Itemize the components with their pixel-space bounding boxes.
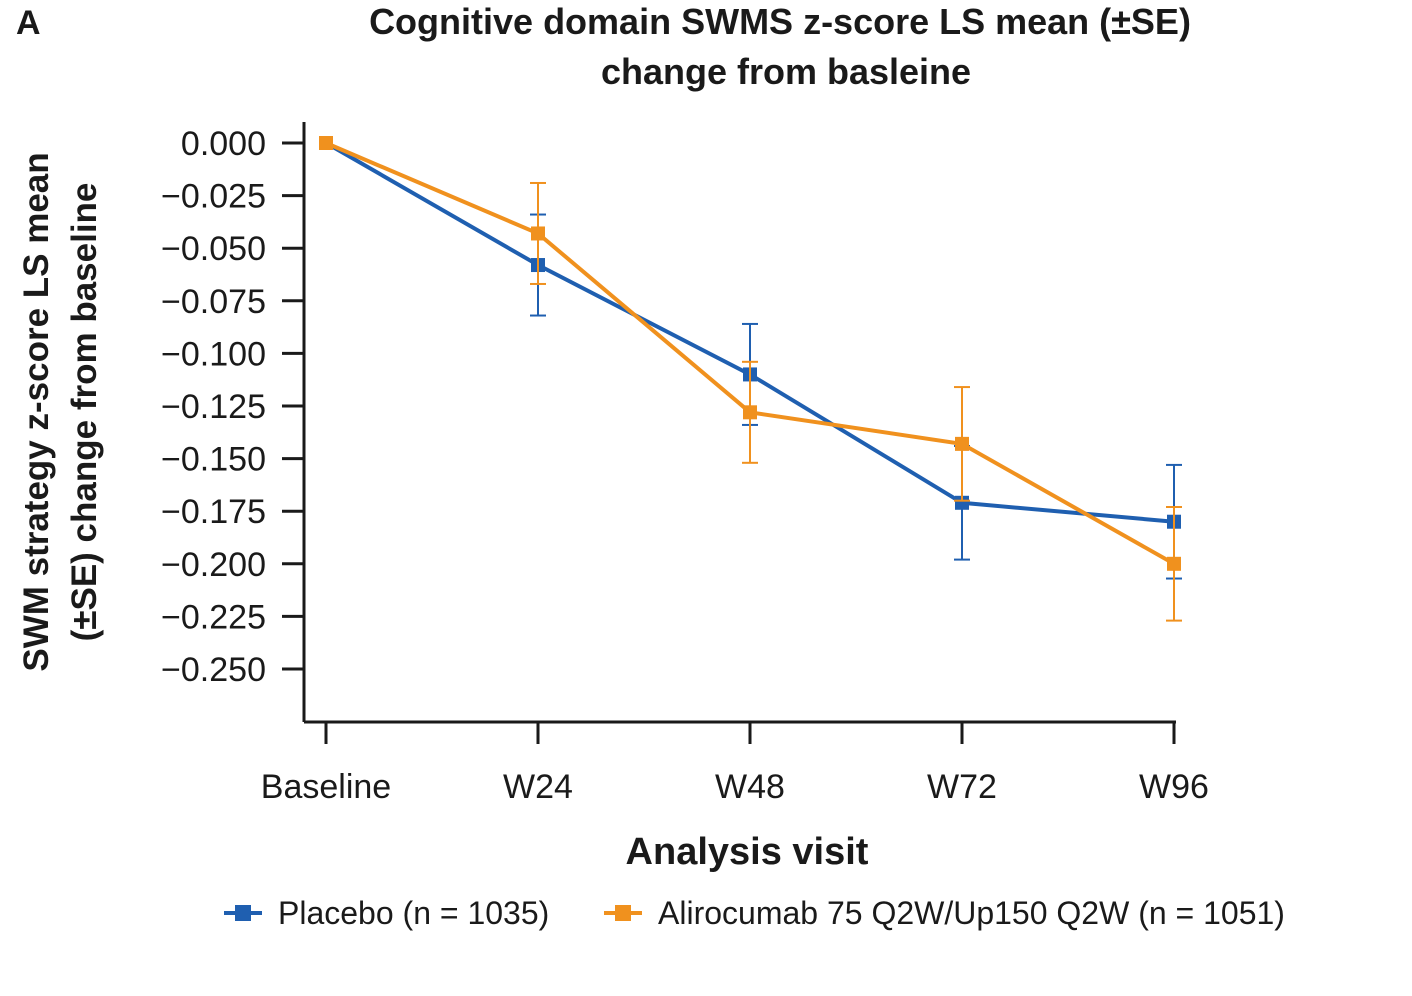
x-tick-label: Baseline — [261, 768, 391, 806]
x-axis-ticks: Baseline W24 W48 W72 W96 — [261, 722, 1209, 806]
panel-label: A — [16, 4, 41, 42]
series-alirocumab — [319, 136, 1182, 622]
legend: Placebo (n = 1035) Alirocumab 75 Q2W/Up1… — [224, 895, 1285, 931]
legend-label-alirocumab: Alirocumab 75 Q2W/Up150 Q2W (n = 1051) — [658, 895, 1285, 931]
data-point — [319, 136, 333, 150]
legend-marker-alirocumab — [615, 905, 631, 921]
y-tick-label: −0.050 — [161, 230, 266, 268]
y-tick-label: −0.100 — [161, 335, 266, 373]
legend-label-placebo: Placebo (n = 1035) — [278, 895, 549, 931]
y-axis-label-line-2: (±SE) change from baseline — [65, 183, 104, 642]
data-point — [531, 226, 545, 241]
x-tick-label: W72 — [927, 768, 997, 806]
y-tick-label: −0.025 — [161, 178, 266, 216]
y-axis-label: SWM strategy z-score LS mean (±SE) chang… — [17, 152, 104, 671]
y-tick-label: −0.150 — [161, 441, 266, 479]
x-tick-label: W96 — [1139, 768, 1209, 806]
y-axis-ticks: 0.000 −0.025 −0.050 −0.075 −0.100 −0.125 −0.15… — [161, 125, 304, 689]
axes — [302, 122, 1176, 724]
y-tick-label: −0.125 — [161, 388, 266, 426]
y-tick-label: −0.175 — [161, 493, 266, 531]
data-point — [955, 495, 969, 510]
y-tick-label: 0.000 — [181, 125, 266, 163]
legend-marker-placebo — [235, 905, 251, 921]
data-point — [743, 405, 757, 420]
data-point — [1167, 556, 1181, 571]
y-tick-label: −0.250 — [161, 651, 266, 689]
legend-item-placebo: Placebo (n = 1035) — [224, 895, 549, 931]
x-axis-label: Analysis visit — [626, 831, 869, 873]
y-tick-label: −0.200 — [161, 546, 266, 584]
y-tick-label: −0.075 — [161, 283, 266, 321]
series-layer — [319, 136, 1182, 622]
chart-title-line-2: change from basleine — [601, 51, 971, 92]
y-axis-label-line-1: SWM strategy z-score LS mean — [17, 152, 56, 671]
y-tick-label: −0.225 — [161, 598, 266, 636]
legend-item-alirocumab: Alirocumab 75 Q2W/Up150 Q2W (n = 1051) — [604, 895, 1285, 931]
x-tick-label: W48 — [715, 768, 785, 806]
x-tick-label: W24 — [503, 768, 573, 806]
data-point — [955, 436, 969, 451]
series-placebo — [319, 136, 1182, 580]
chart-title-line-1: Cognitive domain SWMS z-score LS mean (±… — [369, 1, 1191, 42]
